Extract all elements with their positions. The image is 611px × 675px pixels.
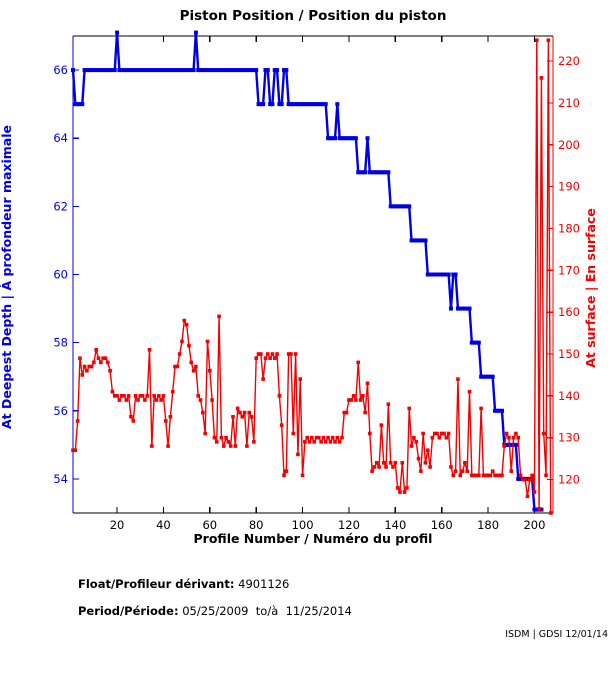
x-tick-label: 200: [523, 518, 545, 532]
piston-position-chart: 20 40 60 80 100 120 140 160 180 200 54 56 58 60 62 64 66…: [53, 30, 580, 532]
right-tick-label: 140: [558, 389, 580, 403]
x-tick-label: 80: [249, 518, 264, 532]
left-tick-label: 60: [53, 268, 68, 282]
x-axis-label: Profile Number / Numéro du profil: [193, 531, 433, 546]
x-tick-label: 120: [338, 518, 360, 532]
period-label: Period/Période:: [78, 604, 179, 618]
right-tick-label: 220: [558, 54, 580, 68]
credit-text: ISDM | GDSI 12/01/14: [505, 629, 608, 640]
chart-title: Piston Position / Position du piston: [179, 8, 447, 24]
left-tick-label: 62: [53, 199, 68, 213]
left-tick-label: 58: [53, 336, 68, 350]
right-tick-label: 200: [558, 138, 580, 152]
x-tick-label: 40: [156, 518, 171, 532]
left-tick-label: 64: [53, 131, 68, 145]
right-tick-label: 170: [558, 263, 580, 277]
float-value: 4901126: [234, 577, 290, 591]
right-axis: 120 130 140 150 160 170 180 190 200 210 220: [547, 36, 580, 513]
x-tick-label: 140: [384, 518, 406, 532]
right-tick-label: 120: [558, 473, 580, 487]
right-tick-label: 160: [558, 305, 580, 319]
left-tick-label: 56: [53, 404, 68, 418]
left-tick-label: 66: [53, 63, 68, 77]
right-tick-label: 210: [558, 96, 580, 110]
series-deepest-depth: [71, 30, 544, 512]
x-tick-label: 20: [110, 518, 125, 532]
x-tick-label: 160: [431, 518, 453, 532]
period-value: 05/25/2009 to/à 11/25/2014: [178, 604, 352, 618]
x-axis: 20 40 60 80 100 120 140 160 180 200: [73, 35, 553, 532]
left-axis: 54 56 58 60 62 64 66: [53, 36, 79, 513]
series-surface: [71, 38, 553, 515]
period-line: Period/Période: 05/25/2009 to/à 11/25/20…: [78, 604, 352, 618]
float-line: Float/Profileur dérivant: 4901126: [78, 577, 289, 591]
right-tick-label: 130: [558, 431, 580, 445]
right-tick-label: 180: [558, 221, 580, 235]
right-tick-label: 190: [558, 180, 580, 194]
x-tick-label: 100: [292, 518, 314, 532]
left-tick-label: 54: [53, 472, 68, 486]
float-label: Float/Profileur dérivant:: [78, 577, 235, 591]
x-tick-label: 60: [202, 518, 217, 532]
right-tick-label: 150: [558, 347, 580, 361]
x-tick-label: 180: [477, 518, 499, 532]
